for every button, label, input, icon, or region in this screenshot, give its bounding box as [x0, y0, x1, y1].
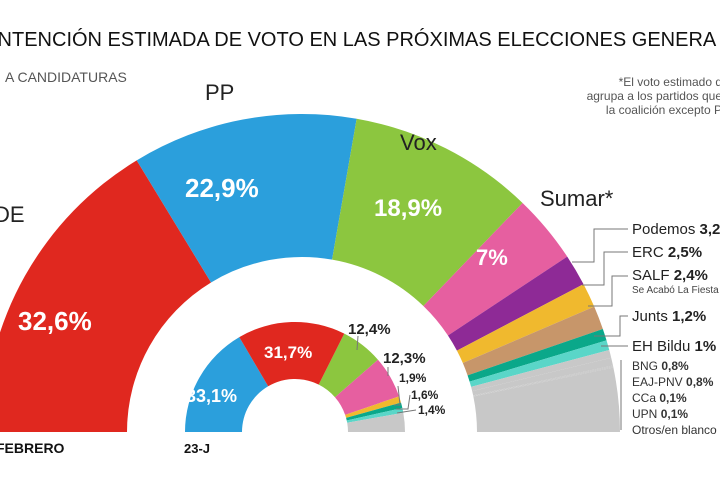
- note-line-3: la coalición excepto P: [606, 103, 720, 117]
- inner-leader-vox: [356, 335, 359, 351]
- leader-line-erc: [582, 251, 628, 286]
- note-line-2: agrupa a los partidos que: [587, 89, 720, 103]
- label-junts: Junts 1,2%: [632, 308, 706, 325]
- label-salf: SALF 2,4%: [632, 267, 708, 284]
- outer-slice-12: [473, 366, 614, 397]
- inner-slice-5: [346, 402, 403, 421]
- inner-value-sumar: 12,3%: [383, 350, 426, 367]
- outer-donut: [0, 114, 620, 432]
- note-line-1: *El voto estimado d: [619, 75, 720, 89]
- inner-value-6: 1,4%: [418, 403, 446, 417]
- inner-value-4: 1,9%: [399, 371, 427, 385]
- label-erc: ERC 2,5%: [632, 244, 702, 261]
- inner-value-5: 1,6%: [411, 388, 439, 402]
- inner-slice-2: [318, 333, 378, 398]
- outer-slice-3: [423, 202, 568, 336]
- label-bng: BNG 0,8%: [632, 359, 689, 373]
- chart-title: INTENCIÓN ESTIMADA DE VOTO EN LAS PRÓXIM…: [0, 28, 717, 51]
- outer-slice-0: [0, 160, 212, 432]
- slice-value-sumar: 7%: [476, 245, 508, 270]
- label-cca: CCa 0,1%: [632, 391, 687, 405]
- label-salf-sub: Se Acabó La Fiesta: [632, 285, 719, 296]
- inner-slice-0: [185, 337, 269, 432]
- outer-period-label: FEBRERO: [0, 440, 65, 456]
- inner-slice-1: [239, 322, 345, 387]
- label-upn: UPN 0,1%: [632, 407, 688, 421]
- leader-line-junts: [594, 315, 628, 337]
- leader-line-salf: [588, 275, 628, 307]
- outer-slice-7: [467, 328, 607, 382]
- slice-name-sumar: Sumar*: [540, 186, 614, 211]
- outer-slice-1: [136, 114, 357, 283]
- inner-leader-4: [394, 385, 401, 406]
- inner-value-psoe: 31,7%: [264, 343, 312, 362]
- inner-slice-4: [345, 396, 402, 418]
- inner-value-pp: 33,1%: [186, 386, 237, 406]
- slice-name-psoe: DE: [0, 202, 25, 227]
- inner-slice-6: [346, 408, 404, 423]
- label-others: Otros/en blanco: [632, 423, 717, 437]
- label-podemos: Podemos 3,2%: [632, 221, 720, 238]
- slice-name-pp: PP: [205, 80, 234, 105]
- slice-value-pp: 22,9%: [185, 173, 259, 203]
- chart-subtitle: A CANDIDATURAS: [5, 69, 127, 85]
- outer-slice-9: [471, 350, 612, 392]
- leader-line-podemos: [572, 228, 628, 263]
- slice-value-psoe: 32,6%: [18, 306, 92, 336]
- outer-slice-6: [462, 306, 603, 376]
- inner-donut: [185, 322, 405, 432]
- outer-slice-8: [469, 340, 610, 387]
- label-bildu: EH Bildu 1%: [632, 338, 716, 355]
- outer-slice-13: [473, 367, 620, 432]
- slice-value-vox: 18,9%: [374, 195, 442, 222]
- outer-slice-2: [332, 118, 523, 306]
- label-pnv: EAJ-PNV 0,8%: [632, 375, 714, 389]
- inner-slice-7: [347, 412, 405, 432]
- outer-slice-10: [472, 357, 613, 396]
- slice-name-vox: Vox: [400, 130, 437, 155]
- inner-period-label: 23-J: [184, 441, 210, 456]
- inner-value-vox: 12,4%: [348, 321, 391, 338]
- outer-slice-4: [447, 256, 584, 351]
- inner-leader-5: [396, 394, 411, 410]
- inner-leader-6: [396, 409, 417, 414]
- outer-slice-5: [456, 284, 595, 364]
- outer-slice-11: [473, 365, 614, 396]
- inner-slice-3: [334, 359, 400, 415]
